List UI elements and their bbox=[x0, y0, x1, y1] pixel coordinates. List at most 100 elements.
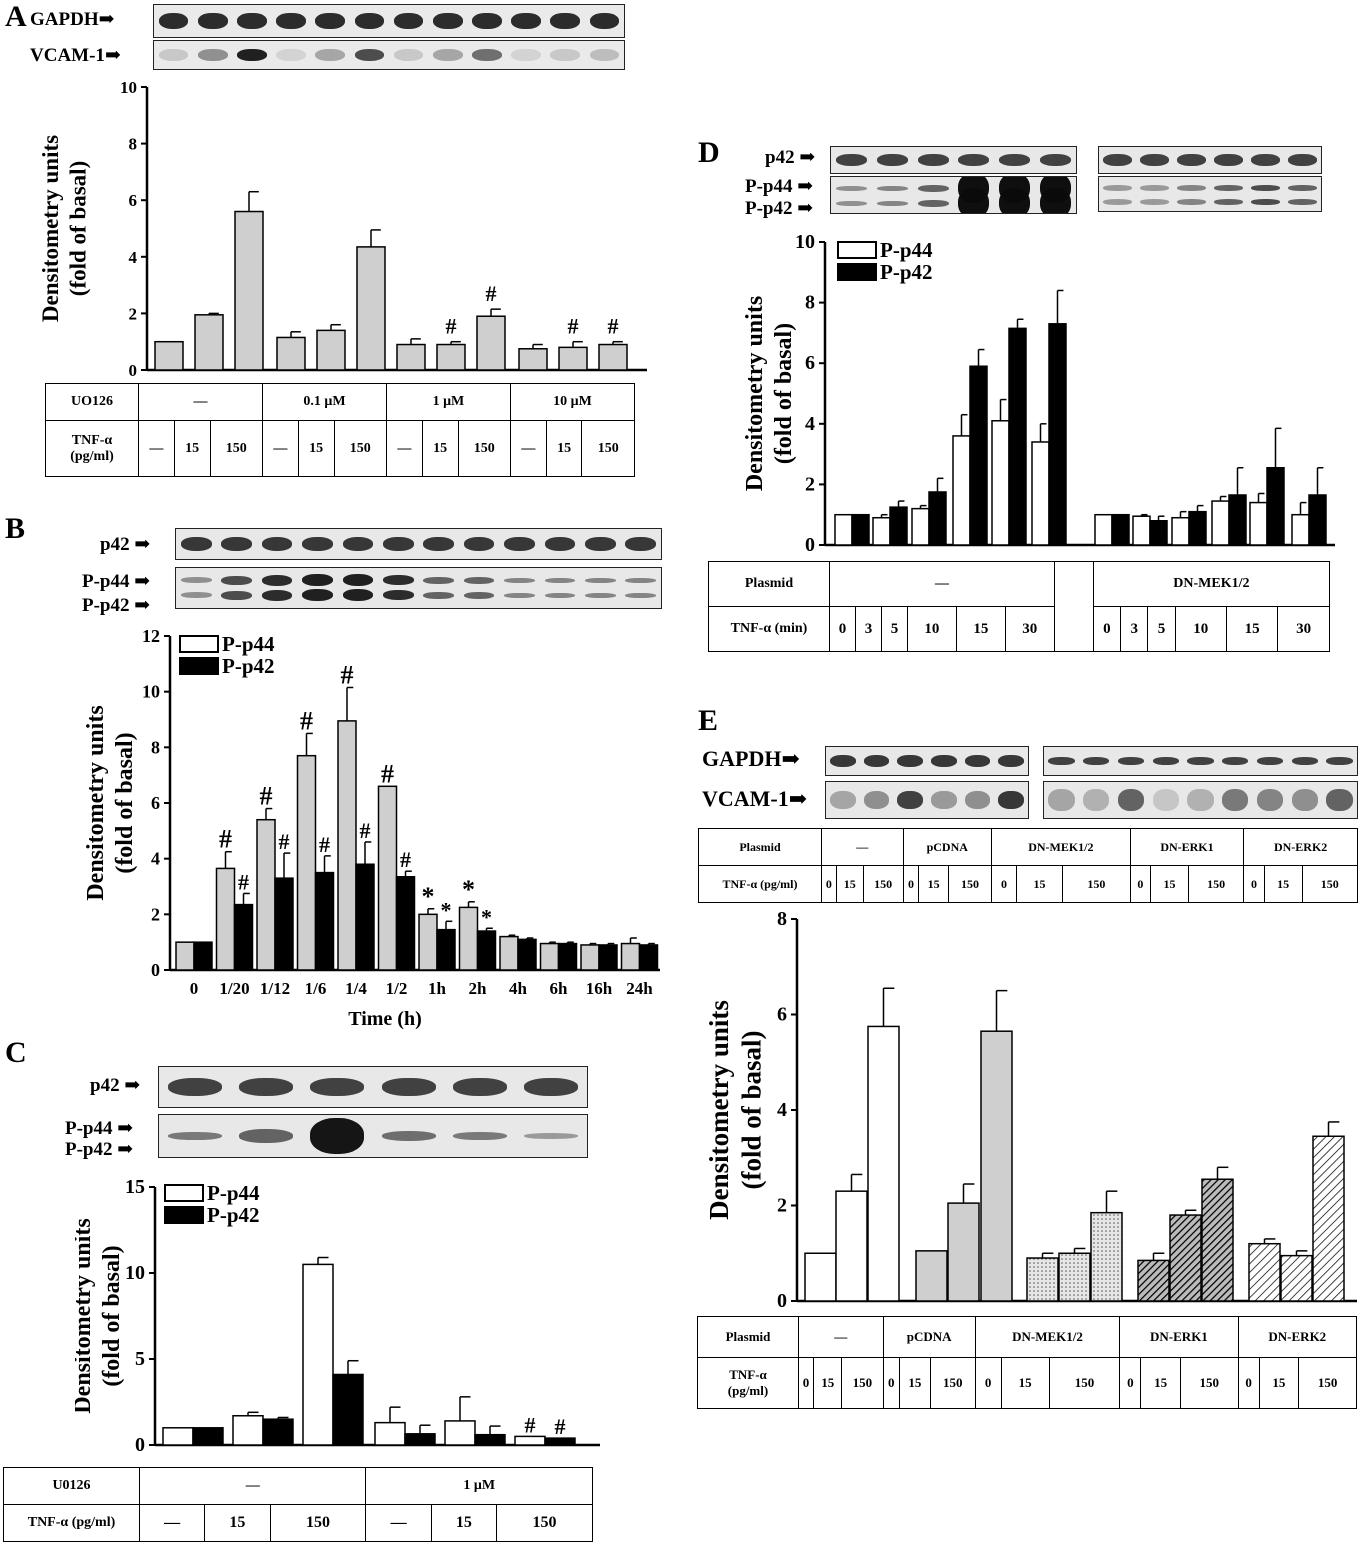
blot-band bbox=[423, 591, 455, 599]
blot-band bbox=[276, 13, 306, 29]
blot-band bbox=[221, 537, 252, 551]
blot-band bbox=[237, 49, 267, 61]
blot-band bbox=[1140, 185, 1169, 191]
blot-e-vcam-label: VCAM-1➡ bbox=[702, 786, 808, 811]
dose-cell: 15 bbox=[1150, 865, 1189, 903]
blot-band bbox=[964, 791, 991, 809]
group-cell: — bbox=[798, 1316, 884, 1358]
group-cell: DN-MEK1/2 bbox=[974, 1316, 1121, 1358]
blot-e-vcam-right bbox=[1043, 781, 1358, 819]
table-d-head2: TNF-α (min) bbox=[708, 606, 830, 652]
blot-band bbox=[1251, 185, 1280, 191]
blot-band bbox=[452, 1078, 508, 1096]
x-tick-label: 2h bbox=[469, 979, 488, 998]
significance-mark: # bbox=[400, 847, 411, 872]
x-tick-label: 24h bbox=[626, 979, 653, 998]
bar bbox=[256, 818, 276, 971]
table-e-bottom: Plasmid — pCDNA DN-MEK1/2 DN-ERK1 DN-ERK2 TN… bbox=[697, 1316, 1358, 1409]
dose-cell: 0 bbox=[1129, 865, 1152, 903]
y-tick-label: 6 bbox=[151, 793, 160, 813]
blot-c-p42 bbox=[158, 1066, 588, 1108]
blot-band bbox=[423, 576, 455, 584]
blot-c-pp44-label: P-p44 ➡ bbox=[65, 1118, 134, 1139]
y-tick-label: 10 bbox=[795, 231, 815, 253]
bar bbox=[835, 1190, 868, 1302]
bar bbox=[872, 516, 891, 546]
blot-band bbox=[221, 590, 252, 600]
blot-band bbox=[511, 13, 541, 29]
y-tick-label: 0 bbox=[135, 1434, 145, 1456]
bar bbox=[889, 506, 908, 546]
blot-band bbox=[585, 577, 616, 583]
significance-mark: # bbox=[341, 660, 354, 689]
dose-cell: 150 bbox=[862, 865, 904, 903]
blot-band bbox=[261, 589, 293, 601]
blot-band bbox=[1222, 757, 1249, 765]
blot-band bbox=[1177, 199, 1206, 205]
dose-cell: 0 bbox=[882, 1357, 901, 1409]
blot-d-p42-right bbox=[1098, 146, 1322, 174]
table-e-top-head1: Plasmid bbox=[698, 828, 822, 866]
blot-band bbox=[504, 537, 535, 551]
table-c: U0126 — 1 μM TNF-α (pg/ml) —15 150—15 150 bbox=[3, 1467, 594, 1542]
panel-d-label: D bbox=[698, 136, 720, 169]
bar bbox=[557, 942, 578, 971]
blot-d-phospho-right bbox=[1098, 176, 1322, 212]
chart-d: 0 2 4 6 8 10 Densitometry units (fold of basal)… bbox=[742, 231, 1335, 556]
blot-band bbox=[550, 49, 581, 61]
x-tick-label: 1/4 bbox=[345, 979, 367, 998]
blot-band bbox=[544, 537, 576, 551]
blot-band bbox=[524, 1133, 579, 1139]
blot-band bbox=[830, 791, 856, 809]
y-tick-label: 4 bbox=[805, 413, 815, 435]
dose-cell: 15 bbox=[204, 1504, 271, 1542]
significance-mark: # bbox=[238, 869, 249, 894]
blot-band bbox=[302, 574, 333, 586]
bar bbox=[1008, 327, 1027, 546]
bar bbox=[436, 928, 456, 971]
blot-band bbox=[310, 1118, 365, 1154]
blot-band bbox=[381, 1131, 436, 1141]
blot-e-gapdh-left bbox=[825, 746, 1029, 776]
bar bbox=[444, 1420, 476, 1446]
bar bbox=[314, 871, 335, 971]
blot-band bbox=[897, 791, 923, 809]
bar bbox=[374, 1421, 406, 1446]
legend-label: P-p42 bbox=[207, 1203, 260, 1227]
blot-band bbox=[1048, 757, 1075, 765]
blot-band bbox=[180, 592, 212, 598]
blot-band bbox=[310, 1078, 365, 1096]
blot-band bbox=[544, 577, 576, 583]
bar bbox=[1090, 1211, 1123, 1302]
blot-c-p42-label: p42 ➡ bbox=[90, 1075, 141, 1096]
dose-cell: 15 bbox=[1015, 865, 1064, 903]
significance-mark: * bbox=[462, 875, 475, 904]
dose-cell: 0 bbox=[974, 1357, 1002, 1409]
significance-mark: # bbox=[300, 706, 313, 735]
blot-band bbox=[1177, 185, 1206, 191]
dose-cell: — bbox=[261, 420, 299, 477]
legend-swatch bbox=[837, 263, 877, 281]
y-axis-label: Densitometry units(fold of basal) bbox=[704, 1000, 766, 1220]
blot-band bbox=[1291, 757, 1319, 765]
blot-band bbox=[354, 13, 385, 29]
bar bbox=[302, 1263, 334, 1446]
bar bbox=[991, 420, 1010, 546]
dose-cell: — bbox=[385, 420, 423, 477]
legend-swatch bbox=[164, 1206, 204, 1224]
blot-band bbox=[452, 1132, 508, 1140]
blot-band bbox=[958, 188, 990, 213]
x-tick-label: 16h bbox=[586, 979, 613, 998]
bar bbox=[1094, 513, 1113, 546]
dose-cell: 3 bbox=[1120, 606, 1149, 652]
bar bbox=[233, 903, 254, 971]
y-axis-label: Densitometry units(fold of basal) bbox=[83, 705, 138, 900]
legend-swatch bbox=[179, 657, 219, 675]
blot-band bbox=[237, 13, 267, 29]
bar bbox=[377, 785, 398, 971]
bar bbox=[1228, 494, 1247, 546]
blot-band bbox=[964, 755, 991, 767]
x-tick-label: 1h bbox=[428, 979, 447, 998]
dose-cell: 150 bbox=[333, 420, 387, 477]
table-a-group3: 1 μM bbox=[385, 383, 511, 421]
